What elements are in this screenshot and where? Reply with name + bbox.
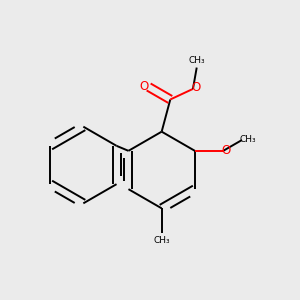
Text: CH₃: CH₃ xyxy=(240,136,256,145)
Text: CH₃: CH₃ xyxy=(188,56,205,65)
Text: CH₃: CH₃ xyxy=(153,236,170,245)
Text: O: O xyxy=(221,144,230,157)
Text: O: O xyxy=(191,81,200,94)
Text: O: O xyxy=(140,80,149,94)
